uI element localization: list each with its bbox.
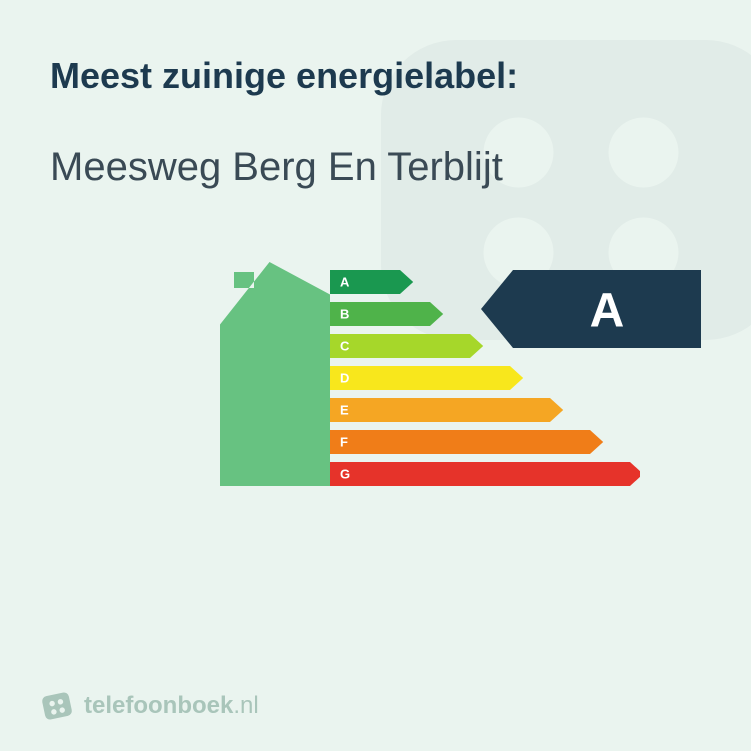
house-icon — [220, 262, 330, 486]
footer-brand: telefoonboek.nl — [84, 692, 259, 720]
energy-bar-d — [330, 366, 523, 390]
footer: telefoonboek.nl — [40, 689, 259, 723]
rating-badge-letter: A — [590, 285, 625, 338]
energy-bar-c — [330, 334, 483, 358]
energy-bar-label-c: C — [340, 339, 350, 354]
energy-bar-label-e: E — [340, 403, 349, 418]
energy-bar-label-d: D — [340, 371, 349, 386]
phonebook-logo-icon — [37, 686, 77, 726]
energy-bar-f — [330, 430, 603, 454]
energy-bar-g — [330, 462, 640, 486]
footer-brand-thin: .nl — [233, 692, 258, 719]
energy-bar-label-f: F — [340, 435, 348, 450]
energy-label-chart: A B C D E F G A — [50, 260, 701, 520]
footer-brand-bold: telefoonboek — [84, 692, 233, 719]
energy-bar-label-g: G — [340, 467, 350, 482]
content-area: Meest zuinige energielabel: Meesweg Berg… — [0, 0, 751, 520]
energy-bar-label-a: A — [340, 275, 350, 290]
energy-bar-label-b: B — [340, 307, 349, 322]
energy-bar-e — [330, 398, 563, 422]
location-subtitle: Meesweg Berg En Terblijt — [50, 145, 701, 190]
rating-badge: A — [481, 270, 701, 348]
page-title: Meest zuinige energielabel: — [50, 55, 701, 97]
